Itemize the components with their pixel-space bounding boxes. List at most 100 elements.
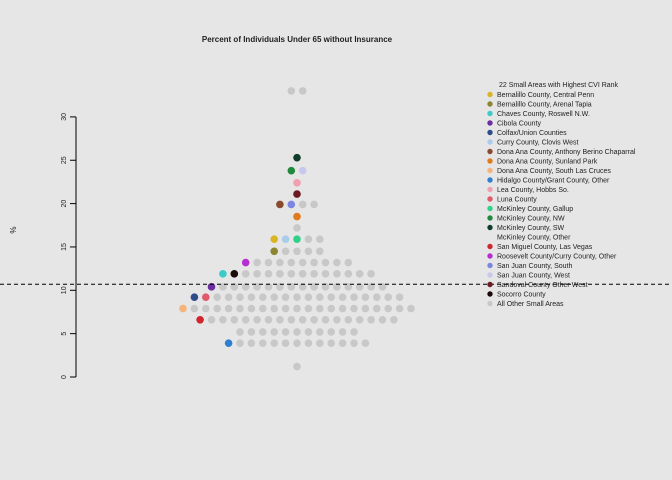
other-area-point xyxy=(230,283,239,291)
other-area-point xyxy=(287,283,296,291)
other-area-point xyxy=(298,283,307,291)
legend-swatch xyxy=(487,243,493,250)
other-area-point xyxy=(373,304,381,313)
other-area-point xyxy=(270,328,279,336)
y-tick-label: 25 xyxy=(61,156,68,164)
legend-label: San Miguel County, Las Vegas xyxy=(497,244,593,251)
other-area-point xyxy=(293,293,301,302)
other-area-point xyxy=(259,304,267,313)
other-area-point xyxy=(219,315,227,324)
other-area-point xyxy=(355,283,364,291)
y-tick-label: 0 xyxy=(61,375,68,379)
other-area-point xyxy=(247,304,256,313)
other-area-point xyxy=(224,293,233,302)
other-area-point xyxy=(281,247,290,256)
legend-swatch xyxy=(487,177,493,183)
other-area-point xyxy=(287,87,296,95)
other-area-point xyxy=(327,328,336,336)
legend-swatch xyxy=(487,158,493,164)
other-area-point xyxy=(361,304,370,313)
other-area-point xyxy=(287,270,296,278)
legend: 22 Small Areas with Highest CVI Rank Ber… xyxy=(487,82,636,308)
other-area-point xyxy=(338,339,347,347)
other-area-point xyxy=(253,270,261,278)
legend-swatch xyxy=(487,262,493,269)
other-area-point xyxy=(253,315,261,324)
other-area-point xyxy=(350,328,358,336)
other-area-point xyxy=(298,315,307,324)
highlight-point xyxy=(293,235,301,243)
other-area-point xyxy=(259,293,267,302)
highlight-point xyxy=(202,293,210,302)
legend-label: Chaves County, Roswell N.W. xyxy=(497,111,590,118)
other-area-point xyxy=(384,293,393,302)
other-area-point xyxy=(316,339,324,347)
other-area-point xyxy=(281,339,290,347)
other-area-point xyxy=(259,328,267,336)
other-area-point xyxy=(264,258,273,267)
other-area-point xyxy=(281,328,290,336)
other-area-point xyxy=(310,258,318,267)
highlight-point xyxy=(293,153,301,162)
other-area-point xyxy=(321,258,330,267)
legend-label: Colfax/Union Counties xyxy=(497,130,567,137)
other-area-point xyxy=(316,304,324,313)
other-area-point xyxy=(390,315,398,324)
other-area-point xyxy=(247,293,256,302)
other-area-point xyxy=(310,315,318,324)
other-area-point xyxy=(327,339,336,347)
y-tick-label: 10 xyxy=(61,286,68,294)
legend-label: Sandoval County Other West xyxy=(497,282,588,289)
legend-label: Bernalillo County, Central Penn xyxy=(497,92,594,99)
other-area-point xyxy=(344,258,353,267)
other-area-point xyxy=(344,315,353,324)
y-tick-label: 30 xyxy=(61,113,68,121)
other-area-point xyxy=(270,293,279,302)
other-area-point xyxy=(395,304,404,313)
legend-label: Bernalillo County, Arenal Tapia xyxy=(497,102,592,109)
legend-swatch xyxy=(487,148,493,155)
legend-label: Socorro County xyxy=(497,292,546,299)
other-area-point xyxy=(333,283,341,291)
legend-label: Curry County, Clovis West xyxy=(497,140,578,147)
other-area-point xyxy=(344,283,353,291)
highlight-point xyxy=(270,247,279,256)
other-area-point xyxy=(264,315,273,324)
y-axis: 0 5 10 15 20 25 30 xyxy=(61,113,77,379)
y-tick-label: 20 xyxy=(61,200,68,208)
other-area-point xyxy=(378,315,387,324)
legend-label: Roosevelt County/Curry County, Other xyxy=(497,254,617,261)
other-area-point xyxy=(304,293,313,302)
other-area-point xyxy=(367,270,375,278)
other-area-point xyxy=(287,258,296,267)
other-area-point xyxy=(310,283,318,291)
legend-swatch xyxy=(487,120,493,126)
other-area-point xyxy=(333,315,341,324)
other-area-point xyxy=(378,283,387,291)
highlight-point xyxy=(219,270,227,278)
other-area-point xyxy=(259,339,267,347)
other-area-point xyxy=(219,283,227,291)
other-area-point xyxy=(316,247,324,256)
other-area-point xyxy=(350,304,358,313)
other-area-point xyxy=(264,270,273,278)
other-area-point xyxy=(327,304,336,313)
legend-label: Dona Ana County, South Las Cruces xyxy=(497,168,611,175)
other-area-point xyxy=(293,304,301,313)
legend-label: Hidalgo County/Grant County, Other xyxy=(497,178,610,185)
highlight-point xyxy=(241,258,250,267)
legend-swatch xyxy=(487,215,493,221)
highlight-point xyxy=(230,270,239,278)
other-area-point xyxy=(241,315,250,324)
other-area-point xyxy=(355,315,364,324)
legend-swatch xyxy=(487,139,493,145)
legend-swatch xyxy=(487,234,493,240)
other-area-point xyxy=(327,293,336,302)
other-area-point xyxy=(367,283,375,291)
other-area-point xyxy=(213,293,221,302)
other-area-point xyxy=(333,270,341,278)
highlight-point xyxy=(281,235,290,243)
other-area-point xyxy=(293,247,301,256)
highlight-point xyxy=(276,200,284,209)
other-area-point xyxy=(395,293,404,302)
